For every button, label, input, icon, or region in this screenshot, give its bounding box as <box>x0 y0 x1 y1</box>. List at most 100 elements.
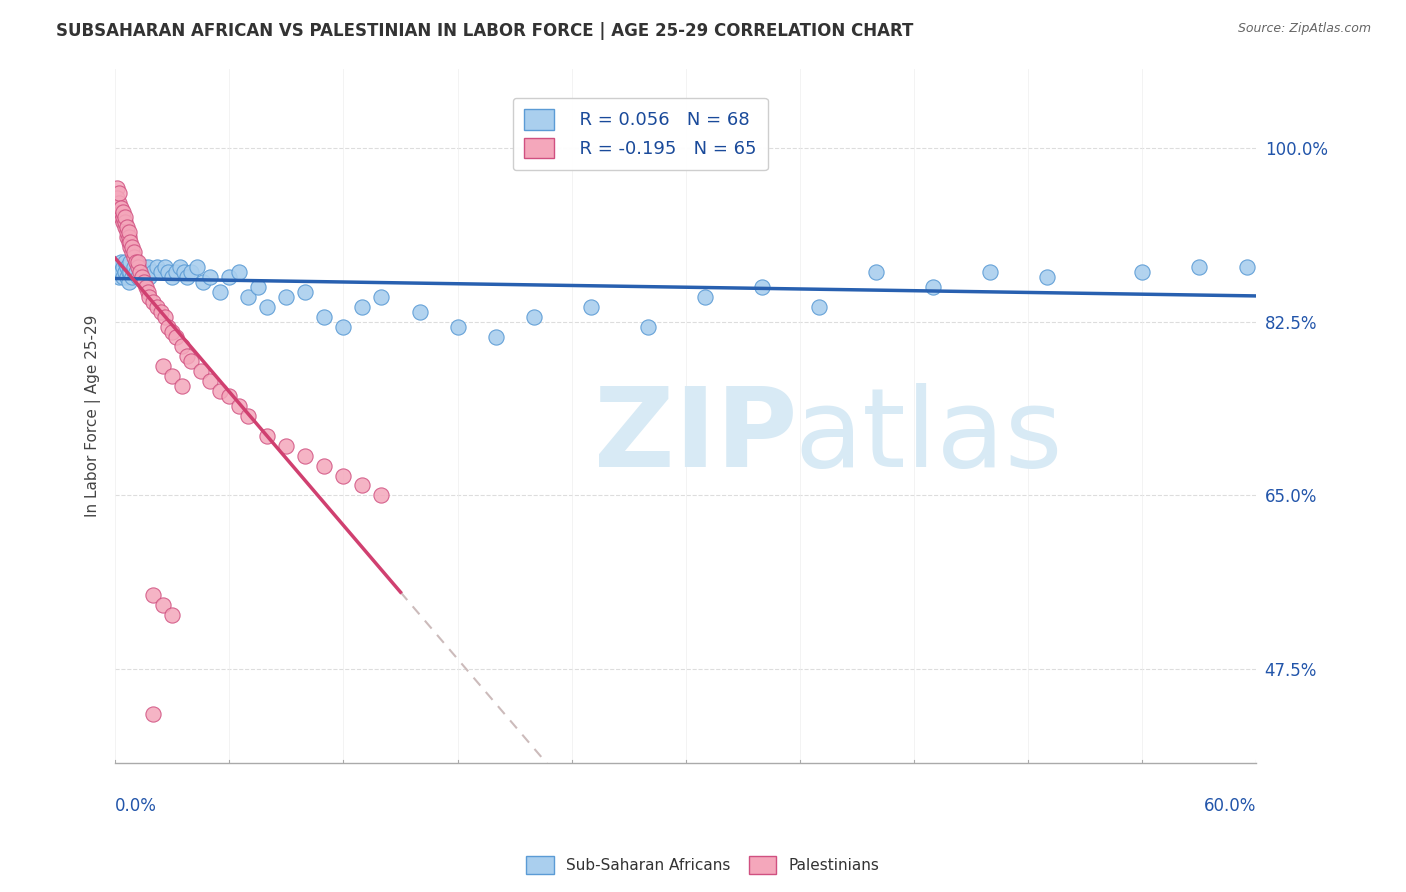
Legend:   R = 0.056   N = 68,   R = -0.195   N = 65: R = 0.056 N = 68, R = -0.195 N = 65 <box>513 98 768 170</box>
Point <box>115 270 138 285</box>
Point <box>110 255 132 269</box>
Y-axis label: In Labor Force | Age 25-29: In Labor Force | Age 25-29 <box>86 315 101 517</box>
Point <box>115 230 138 244</box>
Point <box>314 310 336 324</box>
Point <box>186 260 208 274</box>
Point <box>120 240 142 254</box>
Text: 60.0%: 60.0% <box>1204 797 1257 815</box>
Point <box>807 300 830 314</box>
Point <box>370 290 392 304</box>
Point <box>121 240 143 254</box>
Point <box>115 260 138 274</box>
Point <box>108 270 131 285</box>
Point <box>146 260 169 274</box>
Point <box>180 265 202 279</box>
Point <box>111 205 134 219</box>
Point <box>200 374 222 388</box>
Point <box>1188 260 1211 274</box>
Point <box>218 270 240 285</box>
Point <box>114 211 136 225</box>
Point <box>979 265 1001 279</box>
Point <box>523 310 546 324</box>
Point <box>142 265 165 279</box>
Point <box>276 439 298 453</box>
Point <box>125 255 148 269</box>
Point <box>120 235 142 250</box>
Point <box>105 191 128 205</box>
Point <box>370 488 392 502</box>
Point <box>157 319 180 334</box>
Point <box>314 458 336 473</box>
Point <box>114 255 136 269</box>
Point <box>276 290 298 304</box>
Point <box>120 265 142 279</box>
Point <box>117 265 139 279</box>
Point <box>122 265 145 279</box>
Point <box>169 260 191 274</box>
Point <box>111 270 134 285</box>
Point <box>122 250 145 264</box>
Text: 0.0%: 0.0% <box>115 797 157 815</box>
Point <box>136 285 159 299</box>
Legend: Sub-Saharan Africans, Palestinians: Sub-Saharan Africans, Palestinians <box>520 850 886 880</box>
Point <box>117 230 139 244</box>
Point <box>446 319 468 334</box>
Point <box>1036 270 1059 285</box>
Point <box>132 275 155 289</box>
Point <box>142 706 165 721</box>
Point <box>120 255 142 269</box>
Text: SUBSAHARAN AFRICAN VS PALESTINIAN IN LABOR FORCE | AGE 25-29 CORRELATION CHART: SUBSAHARAN AFRICAN VS PALESTINIAN IN LAB… <box>56 22 914 40</box>
Point <box>170 379 193 393</box>
Text: Source: ZipAtlas.com: Source: ZipAtlas.com <box>1237 22 1371 36</box>
Point <box>165 265 187 279</box>
Point <box>117 235 139 250</box>
Point <box>138 290 160 304</box>
Point <box>117 225 139 239</box>
Point <box>108 186 131 200</box>
Point <box>110 205 132 219</box>
Point <box>165 329 187 343</box>
Point <box>138 270 160 285</box>
Point <box>579 300 602 314</box>
Point <box>135 280 157 294</box>
Point <box>408 304 430 318</box>
Point <box>352 300 374 314</box>
Point <box>180 354 202 368</box>
Point <box>111 215 134 229</box>
Point <box>121 270 143 285</box>
Point <box>218 389 240 403</box>
Point <box>149 265 172 279</box>
Point <box>256 429 278 443</box>
Point <box>142 588 165 602</box>
Point <box>294 449 316 463</box>
Point <box>108 195 131 210</box>
Point <box>1236 260 1258 274</box>
Point <box>162 607 184 622</box>
Point <box>136 260 159 274</box>
Point <box>332 468 354 483</box>
Point <box>352 478 374 492</box>
Point <box>208 285 231 299</box>
Point <box>135 265 157 279</box>
Point <box>108 201 131 215</box>
Point <box>114 215 136 229</box>
Point <box>294 285 316 299</box>
Point <box>117 275 139 289</box>
Point <box>111 260 134 274</box>
Point <box>922 280 945 294</box>
Point <box>132 260 155 274</box>
Point <box>149 304 172 318</box>
Point <box>162 325 184 339</box>
Point <box>162 369 184 384</box>
Point <box>157 265 180 279</box>
Point <box>105 180 128 194</box>
Point <box>111 211 134 225</box>
Point <box>127 260 149 274</box>
Point <box>191 275 214 289</box>
Point <box>152 598 174 612</box>
Point <box>170 339 193 353</box>
Point <box>115 225 138 239</box>
Point <box>129 265 152 279</box>
Point <box>110 211 132 225</box>
Text: atlas: atlas <box>794 384 1063 491</box>
